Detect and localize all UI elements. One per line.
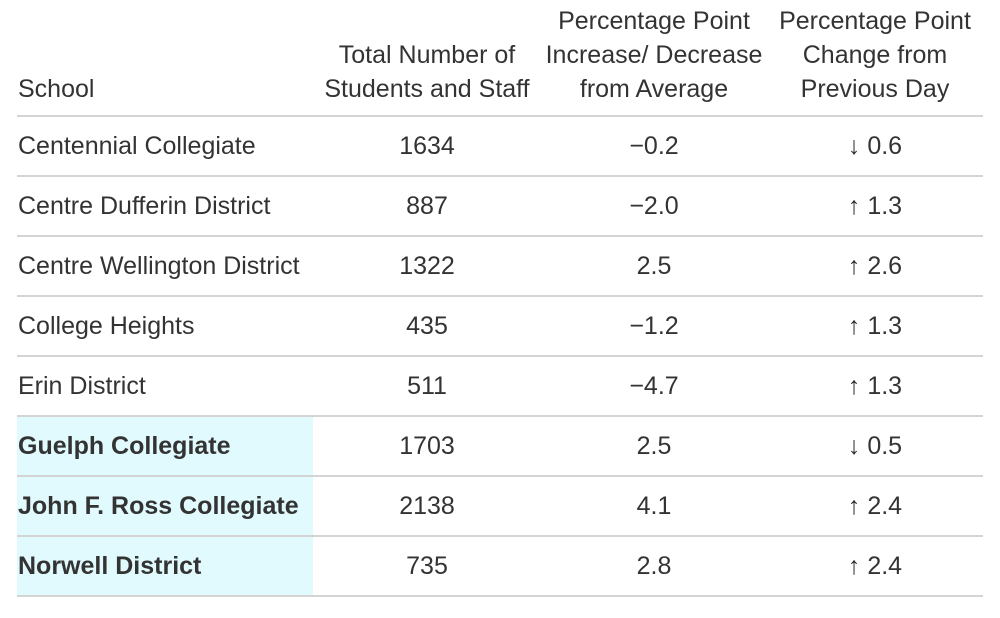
table-row: Centennial Collegiate 1634 −0.2 ↓ 0.6 bbox=[17, 116, 983, 177]
day-change-cell: ↑ 1.3 bbox=[767, 176, 983, 237]
total-cell: 1322 bbox=[313, 236, 541, 297]
total-cell: 2138 bbox=[313, 476, 541, 537]
day-change-cell: ↓ 0.5 bbox=[767, 416, 983, 477]
school-name-cell: Centre Dufferin District bbox=[17, 176, 313, 237]
avg-diff-cell: 2.8 bbox=[541, 536, 767, 597]
total-cell: 887 bbox=[313, 176, 541, 237]
day-change-cell: ↑ 2.4 bbox=[767, 536, 983, 597]
school-attendance-table-wrap: School Total Number of Students and Staf… bbox=[17, 0, 983, 597]
header-row: School Total Number of Students and Staf… bbox=[17, 0, 983, 117]
day-change-cell: ↑ 2.4 bbox=[767, 476, 983, 537]
avg-diff-cell: −2.0 bbox=[541, 176, 767, 237]
avg-diff-cell: 4.1 bbox=[541, 476, 767, 537]
total-cell: 735 bbox=[313, 536, 541, 597]
table-row-highlighted: Guelph Collegiate 1703 2.5 ↓ 0.5 bbox=[17, 416, 983, 477]
total-cell: 1703 bbox=[313, 416, 541, 477]
total-cell: 435 bbox=[313, 296, 541, 357]
total-cell: 511 bbox=[313, 356, 541, 417]
avg-diff-cell: −0.2 bbox=[541, 116, 767, 177]
table-row-highlighted: Norwell District 735 2.8 ↑ 2.4 bbox=[17, 536, 983, 597]
total-cell: 1634 bbox=[313, 116, 541, 177]
table-row: Erin District 511 −4.7 ↑ 1.3 bbox=[17, 356, 983, 417]
column-header-total-students-staff: Total Number of Students and Staff bbox=[313, 0, 541, 117]
column-header-pp-change-previous-day: Percentage Point Change from Previous Da… bbox=[767, 0, 983, 117]
table-row-highlighted: John F. Ross Collegiate 2138 4.1 ↑ 2.4 bbox=[17, 476, 983, 537]
day-change-cell: ↑ 2.6 bbox=[767, 236, 983, 297]
table-row: Centre Wellington District 1322 2.5 ↑ 2.… bbox=[17, 236, 983, 297]
table-row: College Heights 435 −1.2 ↑ 1.3 bbox=[17, 296, 983, 357]
table-row: Centre Dufferin District 887 −2.0 ↑ 1.3 bbox=[17, 176, 983, 237]
avg-diff-cell: −1.2 bbox=[541, 296, 767, 357]
day-change-cell: ↑ 1.3 bbox=[767, 356, 983, 417]
day-change-cell: ↑ 1.3 bbox=[767, 296, 983, 357]
school-name-cell: Centre Wellington District bbox=[17, 236, 313, 297]
school-name-cell: College Heights bbox=[17, 296, 313, 357]
column-header-pp-diff-from-average: Percentage Point Increase/ Decrease from… bbox=[541, 0, 767, 117]
day-change-cell: ↓ 0.6 bbox=[767, 116, 983, 177]
school-name-cell: Norwell District bbox=[17, 536, 313, 597]
school-name-cell: Guelph Collegiate bbox=[17, 416, 313, 477]
school-name-cell: John F. Ross Collegiate bbox=[17, 476, 313, 537]
school-name-cell: Erin District bbox=[17, 356, 313, 417]
column-header-school: School bbox=[17, 0, 313, 117]
avg-diff-cell: 2.5 bbox=[541, 416, 767, 477]
avg-diff-cell: −4.7 bbox=[541, 356, 767, 417]
school-attendance-table: School Total Number of Students and Staf… bbox=[17, 0, 983, 597]
avg-diff-cell: 2.5 bbox=[541, 236, 767, 297]
school-name-cell: Centennial Collegiate bbox=[17, 116, 313, 177]
